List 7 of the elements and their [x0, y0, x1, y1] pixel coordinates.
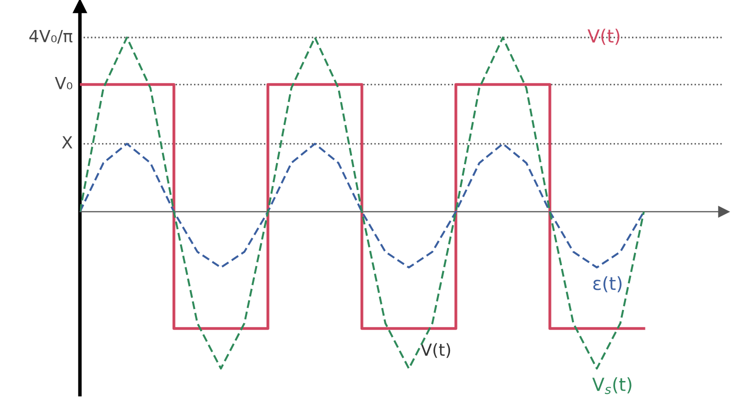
- series-label: V$_{s}$(t): [592, 377, 632, 394]
- ref-line-label: 4V₀/π: [29, 30, 72, 44]
- series-label: ε(t): [593, 276, 622, 292]
- annotation: V(t): [420, 343, 450, 358]
- ref-line-label: X: [62, 136, 72, 148]
- text: V(t): [588, 28, 620, 45]
- ref-line-label: V₀: [54, 76, 72, 90]
